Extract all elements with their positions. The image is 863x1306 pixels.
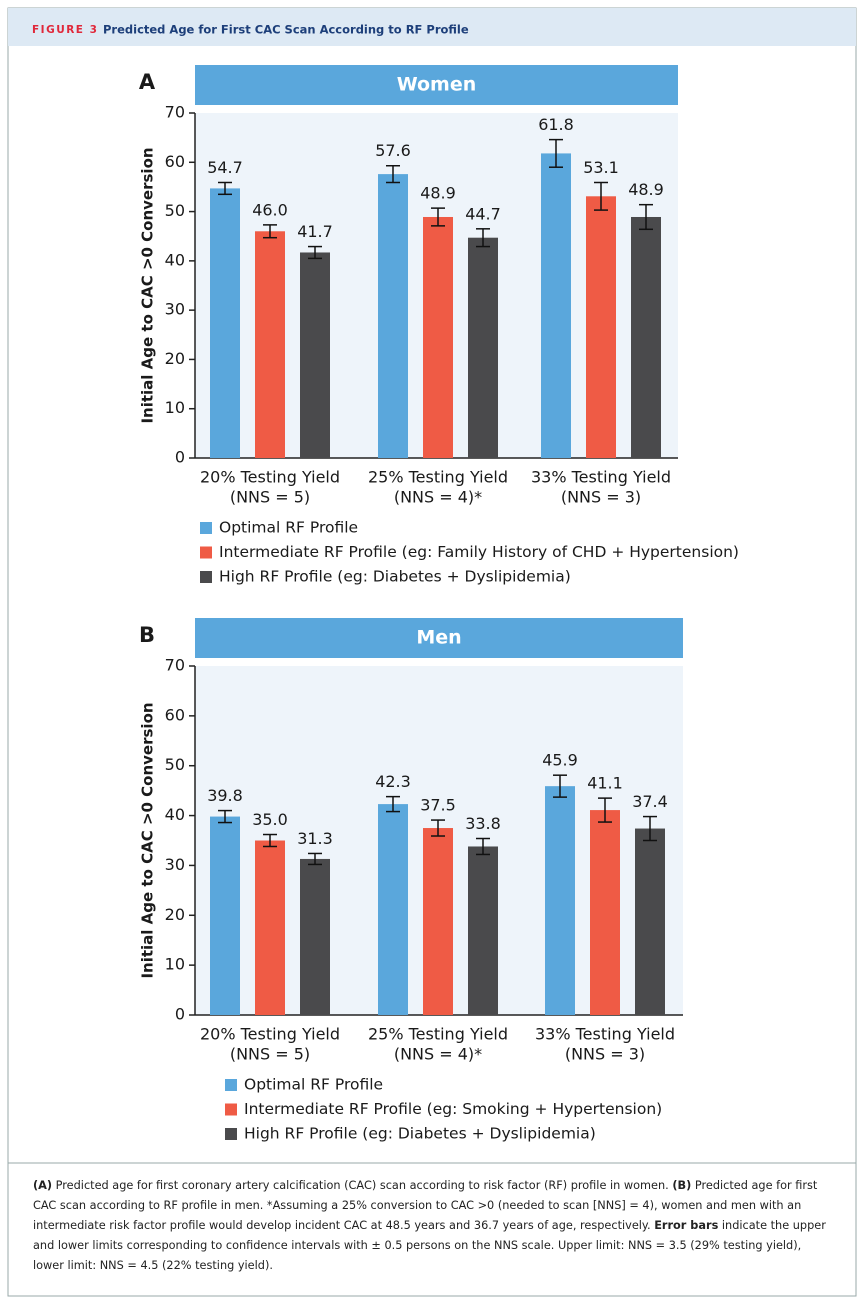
bar bbox=[423, 828, 453, 1015]
legend-swatch bbox=[200, 571, 212, 583]
x-tick-label: 25% Testing Yield bbox=[368, 468, 508, 487]
x-tick-label: 20% Testing Yield bbox=[200, 1025, 340, 1044]
legend-label: High RF Profile (eg: Diabetes + Dyslipid… bbox=[244, 1125, 596, 1143]
bar bbox=[210, 816, 240, 1015]
bar bbox=[590, 810, 620, 1015]
x-tick-label: (NNS = 4)* bbox=[394, 488, 482, 507]
y-tick-label: 10 bbox=[165, 955, 185, 974]
legend-swatch bbox=[225, 1079, 237, 1091]
bar bbox=[423, 216, 453, 458]
caption-text: (B) bbox=[672, 1179, 692, 1192]
value-label: 41.1 bbox=[587, 774, 623, 793]
y-tick-label: 40 bbox=[165, 805, 185, 824]
value-label: 44.7 bbox=[465, 204, 501, 223]
bar bbox=[468, 237, 498, 458]
value-label: 41.7 bbox=[297, 222, 333, 241]
caption-text: indicate the upper and lower limits corr… bbox=[33, 1219, 826, 1272]
legend-label: High RF Profile (eg: Diabetes + Dyslipid… bbox=[219, 568, 571, 586]
bar bbox=[631, 216, 661, 458]
value-label: 37.5 bbox=[420, 796, 456, 815]
bar bbox=[468, 846, 498, 1015]
bar bbox=[378, 804, 408, 1015]
y-tick-label: 0 bbox=[175, 1005, 185, 1024]
panel-label: A bbox=[139, 70, 156, 94]
value-label: 46.0 bbox=[252, 200, 288, 219]
x-tick-label: 25% Testing Yield bbox=[368, 1025, 508, 1044]
y-tick-label: 0 bbox=[175, 448, 185, 467]
y-tick-label: 10 bbox=[165, 398, 185, 417]
y-tick-label: 30 bbox=[165, 300, 185, 319]
value-label: 33.8 bbox=[465, 814, 501, 833]
y-tick-label: 60 bbox=[165, 152, 185, 171]
caption: (A) Predicted age for first coronary art… bbox=[33, 1176, 833, 1276]
value-label: 37.4 bbox=[632, 792, 668, 811]
bar bbox=[545, 786, 575, 1015]
legend-label: Intermediate RF Profile (eg: Smoking + H… bbox=[244, 1100, 662, 1118]
x-tick-label: 33% Testing Yield bbox=[535, 1025, 675, 1044]
bar bbox=[255, 231, 285, 458]
y-tick-label: 70 bbox=[165, 103, 185, 122]
value-label: 31.3 bbox=[297, 829, 333, 848]
y-tick-label: 70 bbox=[165, 656, 185, 675]
x-tick-label: (NNS = 3) bbox=[565, 1045, 645, 1064]
caption-text: Predicted age for first CAC scan accordi… bbox=[33, 1179, 818, 1232]
panel-title: Women bbox=[397, 74, 477, 96]
value-label: 45.9 bbox=[542, 751, 578, 770]
value-label: 48.9 bbox=[628, 180, 664, 199]
panel-label: B bbox=[139, 623, 155, 647]
legend-swatch bbox=[225, 1128, 237, 1140]
bar bbox=[255, 840, 285, 1015]
value-label: 54.7 bbox=[207, 158, 243, 177]
value-label: 53.1 bbox=[583, 158, 619, 177]
x-tick-label: (NNS = 4)* bbox=[394, 1045, 482, 1064]
legend-label: Optimal RF Profile bbox=[219, 519, 358, 537]
x-tick-label: 33% Testing Yield bbox=[531, 468, 671, 487]
legend-swatch bbox=[200, 546, 212, 559]
caption-text: (A) bbox=[33, 1179, 53, 1192]
x-tick-label: (NNS = 3) bbox=[561, 488, 641, 507]
bar bbox=[300, 858, 330, 1015]
figure-title: Predicted Age for First CAC Scan Accordi… bbox=[103, 23, 469, 37]
legend-label: Optimal RF Profile bbox=[244, 1076, 383, 1094]
y-axis-label: Initial Age to CAC >0 Conversion bbox=[139, 147, 157, 423]
y-axis-label: Initial Age to CAC >0 Conversion bbox=[139, 702, 157, 978]
y-tick-label: 50 bbox=[165, 201, 185, 220]
x-tick-label: (NNS = 5) bbox=[230, 1045, 310, 1064]
y-tick-label: 20 bbox=[165, 905, 185, 924]
header-band bbox=[8, 8, 856, 46]
figure-label: FIGURE 3 bbox=[32, 24, 98, 36]
legend-swatch bbox=[225, 1103, 237, 1116]
bar bbox=[635, 828, 665, 1015]
legend-label: Intermediate RF Profile (eg: Family Hist… bbox=[219, 543, 739, 561]
value-label: 35.0 bbox=[252, 810, 288, 829]
y-tick-label: 40 bbox=[165, 250, 185, 269]
panel-band bbox=[195, 65, 678, 105]
x-tick-label: (NNS = 5) bbox=[230, 488, 310, 507]
bar bbox=[210, 188, 240, 458]
value-label: 48.9 bbox=[420, 184, 456, 203]
y-tick-label: 60 bbox=[165, 705, 185, 724]
bar bbox=[541, 153, 571, 458]
caption-text: Error bars bbox=[654, 1219, 719, 1232]
y-tick-label: 30 bbox=[165, 855, 185, 874]
bar bbox=[300, 252, 330, 458]
panel-title: Men bbox=[416, 627, 461, 649]
value-label: 39.8 bbox=[207, 786, 243, 805]
y-tick-label: 50 bbox=[165, 755, 185, 774]
x-tick-label: 20% Testing Yield bbox=[200, 468, 340, 487]
caption-text: Predicted age for first coronary artery … bbox=[52, 1179, 673, 1192]
y-tick-label: 20 bbox=[165, 349, 185, 368]
value-label: 61.8 bbox=[538, 115, 574, 134]
bar bbox=[378, 174, 408, 458]
bar bbox=[586, 196, 616, 459]
panel-band bbox=[195, 618, 683, 658]
value-label: 42.3 bbox=[375, 772, 411, 791]
value-label: 57.6 bbox=[375, 141, 411, 160]
legend-swatch bbox=[200, 522, 212, 534]
